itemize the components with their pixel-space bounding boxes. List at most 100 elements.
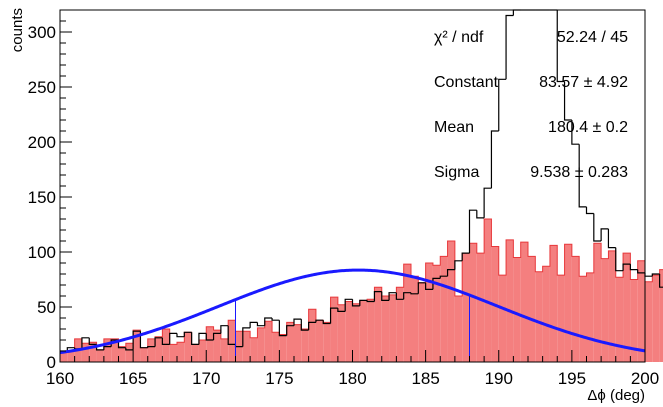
- filled-bar: [301, 329, 309, 362]
- filled-bar: [323, 322, 331, 362]
- filled-bar: [198, 340, 207, 362]
- x-tick-label: 170: [192, 369, 220, 388]
- x-tick-label: 175: [265, 369, 293, 388]
- outline-bin: [132, 330, 141, 350]
- filled-bar: [286, 322, 294, 362]
- filled-bar: [147, 338, 156, 362]
- filled-bar: [549, 245, 558, 362]
- outline-bin: [395, 292, 404, 300]
- filled-bar: [264, 321, 273, 362]
- filled-bar: [279, 334, 287, 362]
- filled-bar: [586, 272, 594, 362]
- filled-bar: [96, 349, 104, 362]
- outline-bin: [88, 337, 97, 345]
- outline-bin: [227, 325, 236, 345]
- outline-bin: [344, 298, 353, 312]
- x-axis-label: Δϕ (deg): [587, 387, 645, 404]
- filled-bar: [476, 253, 485, 362]
- fit-layer: [59, 268, 646, 362]
- outline-bin: [359, 299, 368, 306]
- filled-bar: [228, 320, 236, 362]
- outline-bin: [425, 282, 433, 290]
- outline-bin: [498, 78, 507, 131]
- y-axis-label: counts: [9, 8, 26, 52]
- filled-bar: [352, 303, 360, 362]
- outline-bin: [139, 331, 148, 349]
- outline-bin: [454, 260, 463, 270]
- filled-bar: [191, 344, 199, 362]
- outline-bin: [381, 291, 390, 301]
- filled-bar: [440, 256, 448, 362]
- filled-bar: [411, 276, 419, 362]
- outline-bin: [220, 325, 229, 334]
- filled-bar: [367, 299, 375, 362]
- filled-bar: [418, 282, 426, 362]
- outline-bin: [446, 269, 455, 277]
- filled-bar: [432, 265, 441, 362]
- outline-bin: [322, 320, 331, 325]
- filled-bar: [184, 332, 192, 362]
- outline-bin: [556, 10, 565, 83]
- filled-bar: [272, 332, 280, 362]
- outline-bin: [410, 292, 419, 295]
- filled-bar: [103, 338, 112, 362]
- filled-bar: [535, 271, 543, 362]
- outline-bin: [600, 228, 609, 241]
- outline-bin: [629, 264, 638, 271]
- outline-bin: [659, 274, 663, 288]
- outline-bin: [351, 299, 360, 307]
- outline-bin: [183, 331, 192, 337]
- filled-bar: [506, 239, 514, 362]
- filled-bar: [630, 279, 638, 362]
- filled-bar: [528, 256, 536, 362]
- stats-label: Constant: [434, 74, 499, 91]
- outline-bin: [161, 337, 170, 345]
- filled-bar: [257, 327, 265, 362]
- filled-bar: [381, 296, 390, 362]
- outline-bin: [103, 346, 112, 350]
- filled-bar: [155, 336, 163, 362]
- filled-bar: [359, 300, 368, 362]
- outline-bin: [81, 337, 90, 349]
- stats-value: 180.4 ± 0.2: [548, 119, 628, 136]
- filled-bar: [498, 275, 507, 362]
- outline-bin: [373, 291, 382, 302]
- outline-bin: [264, 317, 273, 326]
- x-tick-label: 185: [411, 369, 439, 388]
- filled-histogram-edge: [59, 218, 663, 362]
- x-tick-label: 160: [46, 369, 74, 388]
- outline-bin: [337, 308, 346, 312]
- outline-bin: [468, 209, 477, 254]
- filled-bar: [308, 309, 316, 362]
- filled-bar: [294, 324, 302, 362]
- outline-bin: [308, 321, 316, 331]
- filled-bar: [659, 269, 663, 362]
- outline-bin: [147, 346, 156, 348]
- outline-bin: [300, 319, 309, 331]
- filled-bar: [542, 266, 550, 362]
- outline-bin: [154, 337, 163, 347]
- filled-bar: [140, 347, 148, 362]
- filled-bar: [571, 256, 580, 362]
- filled-bar: [557, 275, 565, 362]
- x-tick-label: 190: [485, 369, 513, 388]
- filled-bar: [623, 253, 631, 362]
- y-tick-label: 0: [47, 353, 56, 372]
- filled-bar: [250, 337, 258, 362]
- outline-bin: [607, 228, 616, 249]
- filled-bar: [652, 275, 660, 362]
- stats-value: 52.24 / 45: [557, 29, 628, 46]
- y-tick-label: 100: [28, 243, 56, 262]
- filled-bar: [615, 277, 624, 362]
- outline-bin: [293, 318, 302, 326]
- filled-bar: [389, 294, 397, 362]
- outline-bin: [191, 332, 199, 345]
- stats-label: Mean: [434, 119, 474, 136]
- outline-bin: [198, 332, 207, 345]
- outline-bin: [256, 322, 265, 327]
- outline-bin: [593, 213, 602, 242]
- filled-bar: [645, 281, 653, 362]
- outline-histogram-group: [60, 9, 663, 352]
- filled-bar: [403, 264, 411, 362]
